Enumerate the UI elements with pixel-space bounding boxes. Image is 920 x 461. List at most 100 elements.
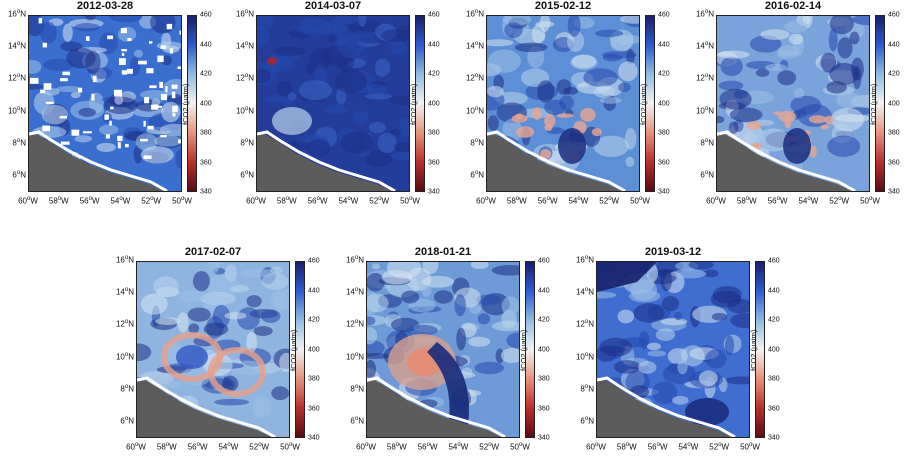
latitude-tick-label: 8oN [240,137,254,148]
map-plot-area [596,261,750,438]
longitude-tick-label: 50oW [280,442,300,452]
colorbar-tick-label: 440 [538,287,550,294]
colorbar-tick-label: 460 [428,11,440,19]
colorbar-tick-label: 380 [768,375,780,383]
latitude-tick-label: 14oN [465,41,484,51]
land-mask [137,380,272,437]
latitude-tick-label: 10oN [345,351,364,362]
colorbar-tick-label: 420 [768,316,780,324]
latitude-tick-label: 16oN [115,255,134,265]
fco2-field [29,16,181,191]
colorbar-tick-label: 460 [308,257,320,265]
colorbar-tick-label: 380 [428,129,440,137]
map-panel: 2016-02-14 16oN 14oN 12oN 10oN 8oN 6oN 60oW 58oW… [688,0,900,215]
longitude-tick-label: 58oW [386,442,407,452]
colorbar-tick-label: 360 [200,159,212,166]
longitude-tick-label: 56oW [79,196,100,206]
latitude-tick-label: 10oN [465,105,484,116]
panel-date-title: 2015-02-12 [534,0,592,12]
latitude-tick-label: 14oN [575,287,594,297]
latitude-tick-label: 6oN [350,415,364,426]
colorbar-tick-label: 460 [538,257,550,265]
colorbar-tick-label: 360 [538,405,550,412]
longitude-tick-label: 58oW [736,196,757,206]
colorbar-title: fCO2 (μatm) [869,83,878,125]
latitude-tick-label: 6oN [580,415,594,426]
colorbar-title: fCO2 (μatm) [639,83,648,125]
panel-date-title: 2012-03-28 [76,0,134,12]
colorbar-tick-label: 420 [308,316,320,324]
longitude-tick-label: 50oW [860,196,880,206]
panel-date-title: 2019-03-12 [644,246,702,258]
land-mask [367,380,502,437]
map-panel: 2018-01-21 16oN 14oN 12oN 10oN 8oN 6oN 60oW 58oW… [338,246,550,461]
latitude-tick-label: 8oN [470,137,484,148]
fco2-field [597,262,749,437]
colorbar-tick-label: 440 [428,41,440,48]
fco2-field [257,16,409,191]
longitude-tick-label: 52oW [249,442,270,452]
fco2-field [487,16,639,191]
longitude-tick-label: 50oW [630,196,650,206]
latitude-tick-label: 12oN [115,319,134,330]
colorbar-tick-label: 460 [888,11,900,19]
latitude-tick-label: 14oN [345,287,364,297]
longitude-tick-label: 56oW [187,442,208,452]
colorbar-title: fCO2 (μatm) [749,329,758,371]
latitude-tick-label: 8oN [12,137,26,148]
colorbar-tick-label: 460 [658,11,670,19]
latitude-tick-label: 8oN [120,383,134,394]
colorbar-tick-label: 340 [428,188,440,196]
longitude-tick-label: 52oW [599,196,620,206]
colorbar [415,15,425,192]
longitude-tick-label: 52oW [709,442,730,452]
map-plot-area [28,15,182,192]
longitude-tick-label: 50oW [740,442,760,452]
latitude-tick-label: 6oN [120,415,134,426]
colorbar-tick-label: 360 [888,159,900,166]
colorbar-tick-label: 440 [888,41,900,48]
colorbar-tick-label: 340 [658,188,670,196]
colorbar [187,15,197,192]
longitude-tick-label: 58oW [48,196,69,206]
latitude-tick-label: 12oN [345,319,364,330]
colorbar-tick-label: 460 [768,257,780,265]
longitude-tick-label: 54oW [110,196,131,206]
latitude-tick-label: 14oN [695,41,714,51]
panel-date-title: 2016-02-14 [764,0,822,12]
colorbar-tick-label: 360 [658,159,670,166]
map-plot-area [716,15,870,192]
latitude-tick-label: 16oN [7,9,26,19]
colorbar-tick-label: 360 [428,159,440,166]
longitude-tick-label: 50oW [172,196,192,206]
panel-date-title: 2014-03-07 [304,0,362,12]
longitude-tick-label: 50oW [400,196,420,206]
map-plot-area [486,15,640,192]
latitude-tick-label: 10oN [575,351,594,362]
latitude-tick-label: 6oN [12,169,26,180]
colorbar-tick-label: 360 [768,405,780,412]
colorbar-title: fCO2 (μatm) [409,83,418,125]
land-mask [597,380,732,437]
colorbar [525,261,535,438]
land-mask [487,134,622,191]
colorbar-tick-label: 420 [888,70,900,78]
colorbar-tick-label: 460 [200,11,212,19]
latitude-tick-label: 16oN [465,9,484,19]
longitude-tick-label: 50oW [510,442,530,452]
land-mask [257,134,392,191]
longitude-tick-label: 52oW [479,442,500,452]
longitude-tick-label: 56oW [417,442,438,452]
colorbar-title: fCO2 (μatm) [181,83,190,125]
longitude-tick-label: 54oW [798,196,819,206]
longitude-tick-label: 60oW [356,442,376,452]
latitude-tick-label: 10oN [235,105,254,116]
latitude-tick-label: 14oN [7,41,26,51]
latitude-tick-label: 14oN [115,287,134,297]
longitude-tick-label: 60oW [126,442,146,452]
latitude-tick-label: 14oN [235,41,254,51]
colorbar-title: fCO2 (μatm) [519,329,528,371]
colorbar-tick-label: 340 [538,434,550,442]
longitude-tick-label: 52oW [369,196,390,206]
longitude-tick-label: 56oW [647,442,668,452]
